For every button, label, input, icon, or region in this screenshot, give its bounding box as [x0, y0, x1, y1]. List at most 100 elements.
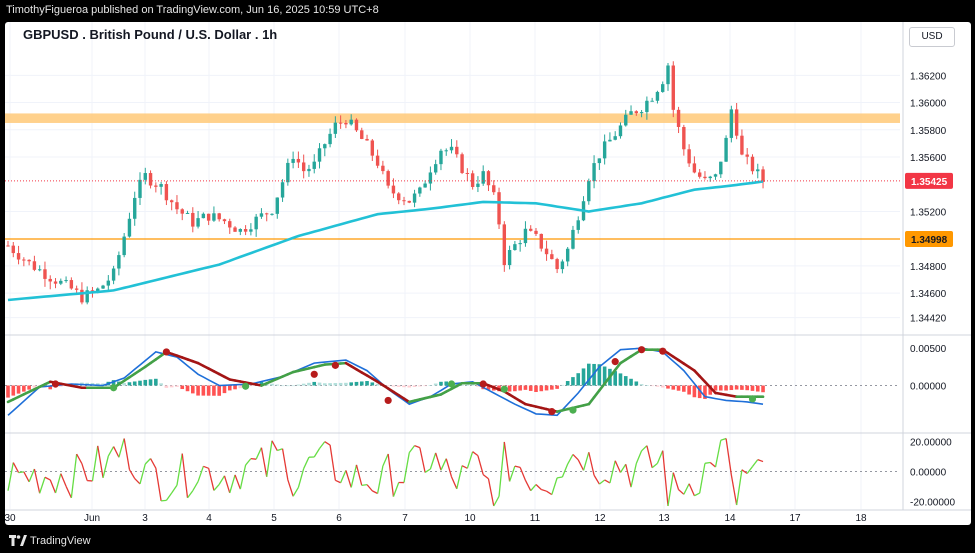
- osc-segment-1: [7, 462, 14, 491]
- candle-body-56: [301, 162, 306, 172]
- candle-123: [655, 90, 660, 104]
- candle-body-42: [228, 221, 232, 228]
- osc-segment-38: [203, 465, 209, 469]
- osc-segment-65: [345, 470, 352, 488]
- support-price-label: 1.34998: [911, 235, 948, 246]
- osc-segment-7: [39, 477, 46, 494]
- osc-segment-47: [250, 457, 257, 460]
- chart-canvas[interactable]: 1.36200 1.36000 1.35800 1.35600 1.35200 1.348…: [5, 22, 971, 525]
- candle-104: [555, 257, 559, 274]
- candle-93: [497, 187, 501, 230]
- macd-histogram-bar-143: [761, 385, 765, 393]
- macd-histogram-bar-26: [143, 379, 148, 386]
- osc-segment-27: [144, 458, 152, 465]
- candle-48: [259, 208, 264, 219]
- macd-histogram-bar-126: [671, 385, 676, 390]
- osc-segment-50: [266, 440, 273, 477]
- currency-selector[interactable]: USD: [909, 27, 955, 47]
- candle-body-142: [756, 169, 760, 172]
- candle-112: [597, 158, 602, 170]
- candle-body-27: [148, 173, 153, 186]
- candle-body-59: [317, 148, 322, 162]
- macd-histogram-group: [6, 363, 765, 399]
- macd-histogram-bar-54: [291, 385, 295, 387]
- macd-cross-dot-11: [569, 406, 577, 414]
- candle-body-138: [734, 109, 739, 136]
- osc-segment-80: [424, 468, 431, 473]
- osc-segment-39: [208, 468, 215, 491]
- candle-37: [201, 212, 206, 219]
- candle-77: [412, 189, 417, 208]
- candle-body-2: [16, 253, 21, 260]
- candle-50: [270, 213, 274, 216]
- candle-body-112: [597, 158, 602, 164]
- candle-106: [565, 246, 570, 267]
- osc-segment-79: [419, 447, 426, 473]
- macd-histogram-bar-30: [164, 385, 169, 388]
- candle-20: [111, 265, 116, 285]
- macd-histogram-bar-80: [428, 385, 433, 386]
- candle-body-72: [386, 171, 390, 186]
- candle-body-16: [90, 290, 95, 292]
- osc-segment-87: [461, 465, 468, 469]
- osc-segment-19: [102, 455, 109, 478]
- time-tick-label-6: 7: [402, 513, 408, 524]
- candle-115: [613, 131, 617, 141]
- candle-84: [449, 139, 454, 154]
- candle-body-105: [560, 261, 565, 270]
- candle-100: [534, 228, 538, 236]
- candle-body-68: [365, 138, 369, 141]
- candle-29: [159, 181, 163, 195]
- candle-body-140: [745, 154, 749, 157]
- osc-segment-41: [218, 475, 226, 485]
- macd-histogram-bar-83: [444, 381, 449, 386]
- macd-histogram-bar-136: [724, 385, 728, 391]
- osc-segment-51: [271, 440, 278, 451]
- candle-8: [48, 275, 52, 290]
- osc-segment-101: [535, 484, 542, 490]
- candle-body-92: [492, 185, 496, 193]
- macd-histogram-bar-17: [95, 383, 100, 386]
- macd-cross-dot-1: [110, 384, 118, 392]
- macd-histogram-bar-27: [148, 379, 153, 386]
- candle-body-136: [724, 137, 728, 162]
- macd-histogram-bar-52: [280, 385, 285, 387]
- candle-42: [228, 218, 232, 234]
- osc-segment-129: [683, 483, 690, 495]
- macd-histogram-bar-48: [259, 381, 264, 386]
- macd-histogram-bar-36: [196, 385, 200, 396]
- candle-body-108: [576, 220, 580, 230]
- candle-41: [222, 218, 227, 225]
- osc-segment-130: [688, 483, 695, 496]
- candle-body-57: [307, 168, 311, 172]
- candle-121: [645, 96, 649, 120]
- candle-7: [43, 261, 47, 287]
- osc-segment-32: [171, 484, 178, 494]
- chart-container[interactable]: 1.36200 1.36000 1.35800 1.35600 1.35200 1.348…: [5, 22, 971, 525]
- osc-segment-13: [70, 453, 78, 498]
- time-tick-label-10: 13: [658, 513, 670, 524]
- candle-55: [296, 151, 301, 169]
- osc-segment-24: [128, 469, 136, 479]
- macd-histogram-bar-69: [370, 382, 375, 386]
- macd-histogram-bar-91: [486, 385, 491, 390]
- price-tick-label-4: 1.35200: [910, 207, 947, 218]
- candle-65: [349, 114, 353, 126]
- candle-82: [439, 148, 443, 171]
- candle-94: [502, 221, 507, 272]
- candle-body-5: [32, 261, 37, 270]
- candle-21: [117, 251, 121, 276]
- macd-histogram-bar-118: [629, 378, 633, 386]
- macd-histogram-bar-124: [660, 385, 665, 388]
- osc-segment-73: [387, 453, 395, 497]
- osc-segment-6: [33, 468, 41, 494]
- candle-60: [323, 143, 327, 157]
- candle-117: [624, 109, 628, 127]
- osc-segment-56: [297, 468, 305, 488]
- candle-38: [206, 213, 211, 226]
- price-tick-label-2: 1.35800: [910, 126, 947, 137]
- macd-cross-dot-12: [611, 358, 619, 366]
- macd-histogram-bar-61: [328, 383, 332, 386]
- candle-body-34: [185, 212, 190, 214]
- candle-body-82: [439, 150, 443, 165]
